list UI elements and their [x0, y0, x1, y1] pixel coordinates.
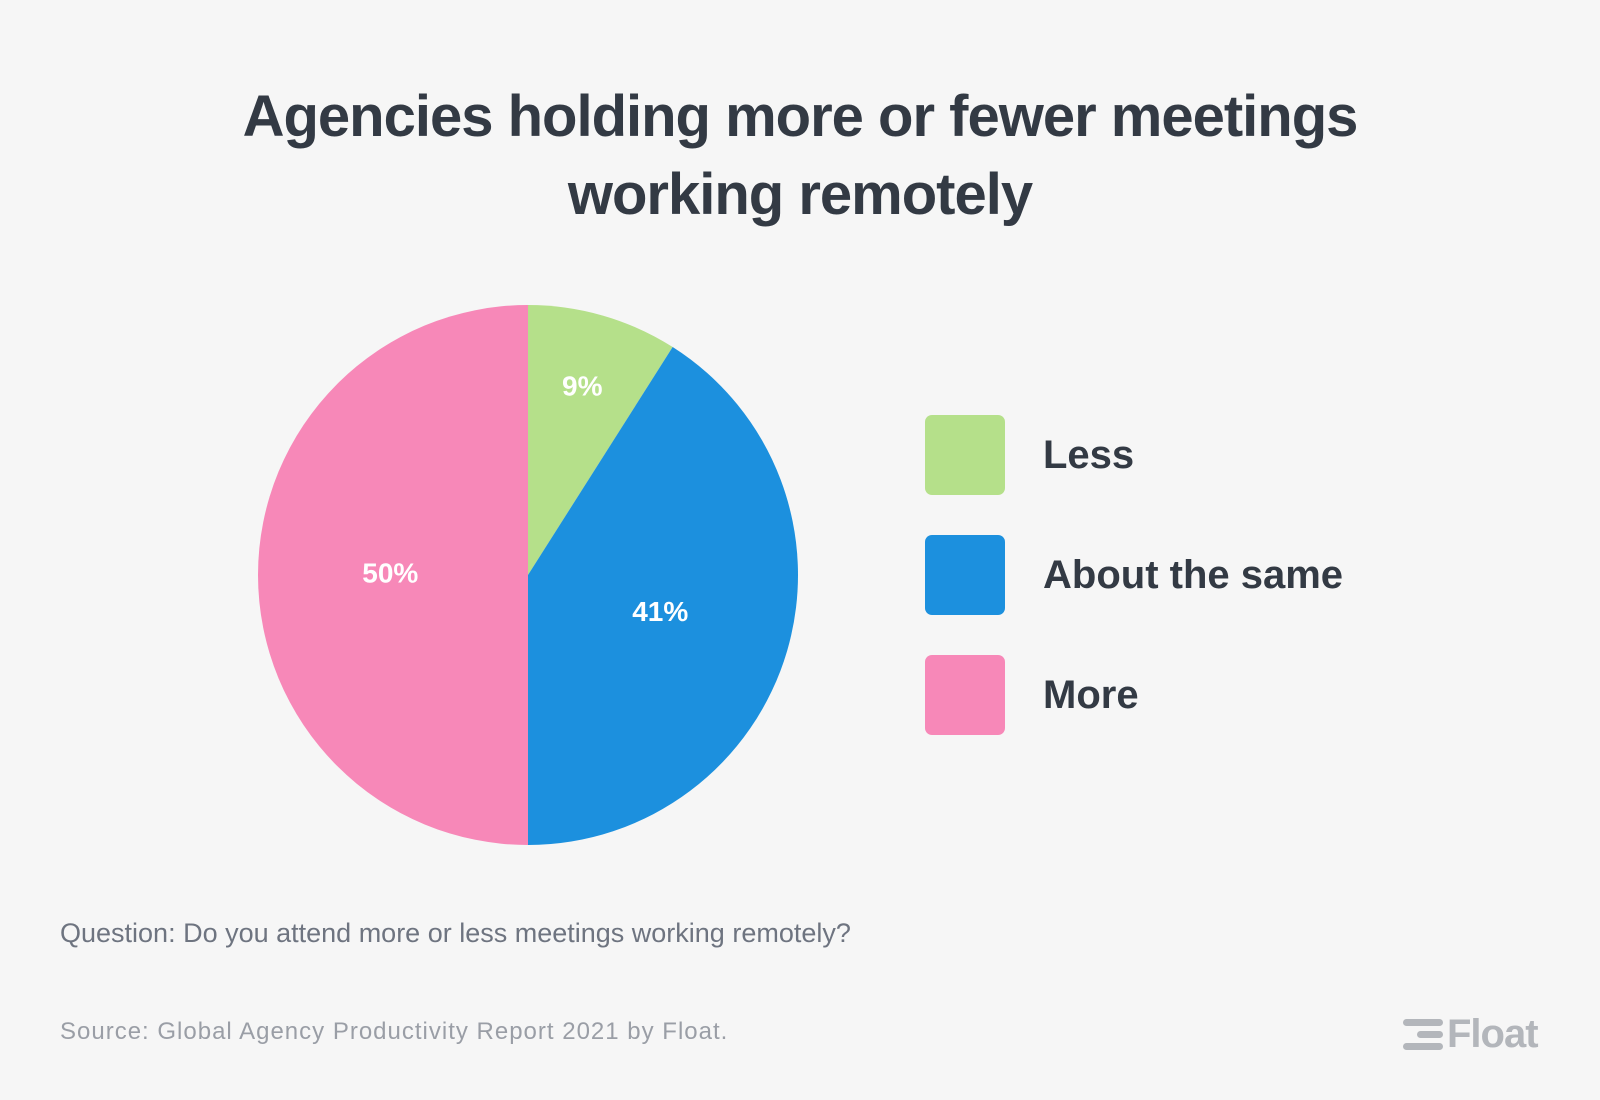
- chart-title-line-1: Agencies holding more or fewer meetings: [242, 84, 1359, 149]
- chart-title-line-2: working remotely: [567, 162, 1033, 227]
- source-note: Source: Global Agency Productivity Repor…: [60, 1018, 729, 1045]
- legend-label-more: More: [1043, 672, 1139, 717]
- legend-label-less: Less: [1043, 432, 1135, 477]
- survey-question: Question: Do you attend more or less mee…: [60, 918, 851, 948]
- pie-label-about-the-same: 41%: [632, 596, 688, 627]
- pie-slice-about-the-same: [528, 347, 799, 845]
- brand-name: Float: [1447, 1012, 1539, 1056]
- legend-swatch-more: [925, 655, 1005, 735]
- legend-swatch-less: [925, 415, 1005, 495]
- legend-item-less: Less: [925, 415, 1343, 495]
- chart-title: Agencies holding more or fewer meetings …: [0, 78, 1600, 234]
- legend-item-about-the-same: About the same: [925, 535, 1343, 615]
- legend-item-more: More: [925, 655, 1343, 735]
- legend-swatch-about-the-same: [925, 535, 1005, 615]
- pie-slice-more: [258, 305, 528, 845]
- legend: Less About the same More: [925, 415, 1343, 775]
- legend-label-about-the-same: About the same: [1043, 552, 1344, 597]
- pie-label-more: 50%: [362, 557, 418, 588]
- float-logo-icon: [1403, 1017, 1443, 1053]
- brand-logo: Float: [1403, 1012, 1539, 1057]
- pie-label-less: 9%: [562, 371, 603, 402]
- pie-slice-less: [528, 305, 673, 575]
